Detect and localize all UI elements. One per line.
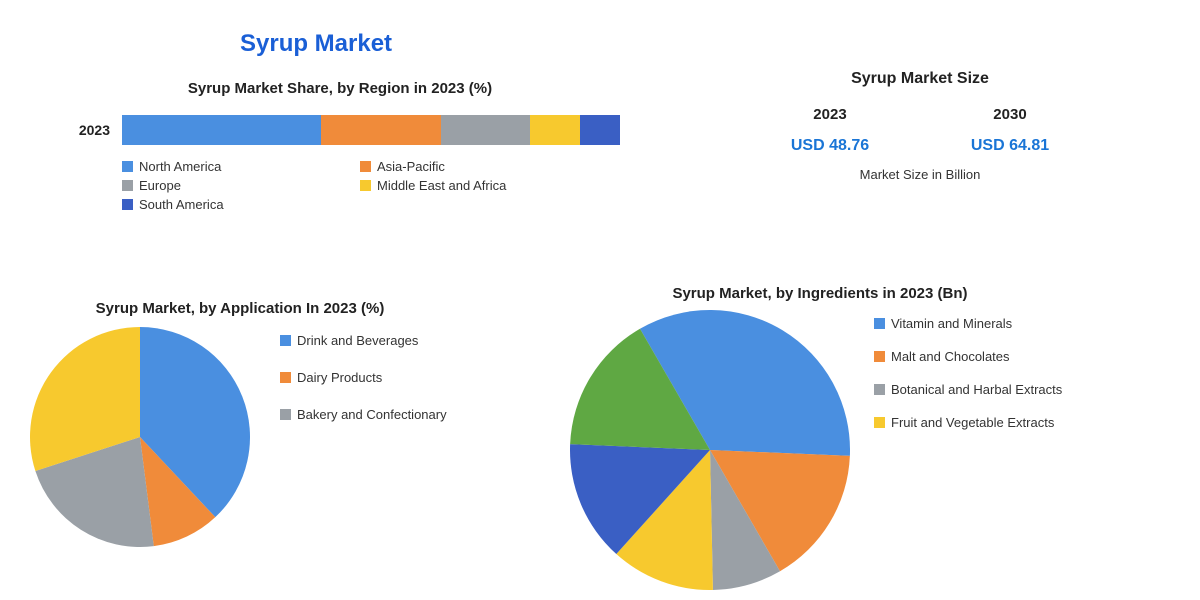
legend-item: Europe [122,178,332,193]
legend-label: Malt and Chocolates [891,349,1010,364]
region-chart: Syrup Market Share, by Region in 2023 (%… [60,80,620,212]
ingredients-chart-title: Syrup Market, by Ingredients in 2023 (Bn… [570,285,1070,302]
main-title: Syrup Market [240,30,392,58]
ingredients-chart: Syrup Market, by Ingredients in 2023 (Bn… [570,285,1190,595]
legend-item: Bakery and Confectionary [280,407,490,422]
legend-swatch [280,372,291,383]
legend-item: South America [122,197,332,212]
legend-swatch [874,417,885,428]
application-chart-title: Syrup Market, by Application In 2023 (%) [30,300,450,317]
legend-item: Middle East and Africa [360,178,570,193]
market-size-block: Syrup Market Size 2023 USD 48.76 2030 US… [740,70,1100,182]
legend-label: Drink and Beverages [297,333,418,348]
legend-label: Botanical and Harbal Extracts [891,382,1062,397]
region-seg [122,115,321,145]
legend-swatch [874,384,885,395]
legend-label: Fruit and Vegetable Extracts [891,415,1054,430]
region-seg [580,115,620,145]
market-size-columns: 2023 USD 48.76 2030 USD 64.81 [740,106,1100,155]
region-seg [321,115,441,145]
market-size-title: Syrup Market Size [740,70,1100,88]
legend-swatch [122,180,133,191]
legend-swatch [360,161,371,172]
legend-swatch [280,409,291,420]
legend-item: Fruit and Vegetable Extracts [874,415,1074,430]
region-seg [441,115,531,145]
market-size-value-0: USD 48.76 [791,137,869,155]
legend-item: Drink and Beverages [280,333,490,348]
legend-item: Dairy Products [280,370,490,385]
region-legend: North America Asia-Pacific Europe Middle Ea… [60,159,620,212]
legend-label: Asia-Pacific [377,159,445,174]
region-chart-title: Syrup Market Share, by Region in 2023 (%… [60,80,620,97]
application-pie [30,327,250,552]
market-size-year-0: 2023 [791,106,869,123]
legend-label: Bakery and Confectionary [297,407,447,422]
legend-label: North America [139,159,221,174]
market-size-col-0: 2023 USD 48.76 [791,106,869,155]
legend-item: Vitamin and Minerals [874,316,1074,331]
ingredients-pie [570,310,850,595]
market-size-col-1: 2030 USD 64.81 [971,106,1049,155]
legend-item: Malt and Chocolates [874,349,1074,364]
legend-swatch [122,199,133,210]
legend-swatch [280,335,291,346]
application-legend: Drink and Beverages Dairy Products Bakery … [280,327,490,422]
legend-swatch [874,351,885,362]
market-size-unit: Market Size in Billion [740,167,1100,182]
legend-swatch [360,180,371,191]
legend-label: Middle East and Africa [377,178,506,193]
legend-label: Vitamin and Minerals [891,316,1012,331]
legend-swatch [122,161,133,172]
region-year-label: 2023 [60,122,110,138]
application-chart: Syrup Market, by Application In 2023 (%)… [30,300,590,552]
market-size-year-1: 2030 [971,106,1049,123]
legend-label: South America [139,197,224,212]
legend-item: Asia-Pacific [360,159,570,174]
legend-item: Botanical and Harbal Extracts [874,382,1074,397]
legend-swatch [874,318,885,329]
legend-label: Europe [139,178,181,193]
region-stacked-bar [122,115,620,145]
region-seg [530,115,580,145]
legend-label: Dairy Products [297,370,382,385]
legend-item: North America [122,159,332,174]
ingredients-legend: Vitamin and Minerals Malt and Chocolates B… [874,310,1074,430]
market-size-value-1: USD 64.81 [971,137,1049,155]
region-bar-row: 2023 [60,115,620,145]
